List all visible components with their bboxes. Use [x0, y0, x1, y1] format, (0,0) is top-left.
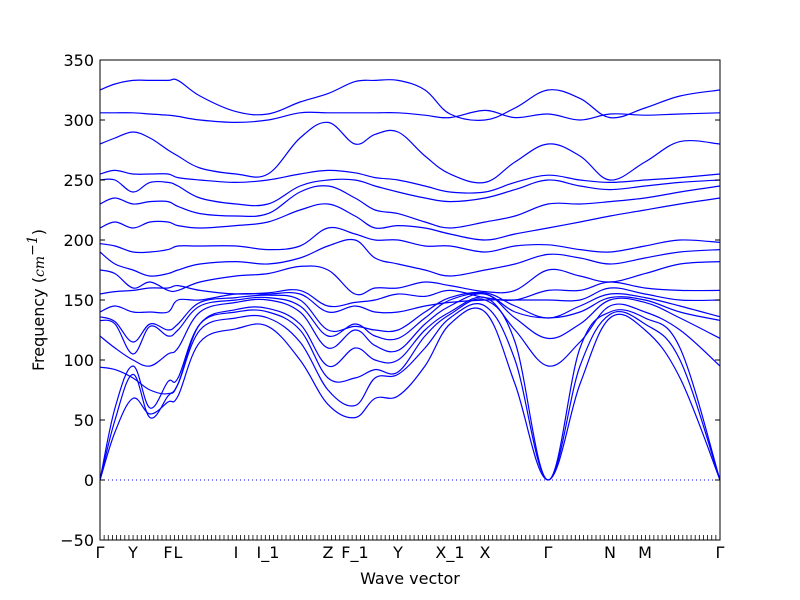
- x-tick-label: X: [480, 543, 491, 562]
- band-line-7: [100, 291, 720, 343]
- y-tick-label: 200: [63, 231, 94, 250]
- x-tick-label: I_1: [257, 543, 280, 563]
- y-tick-label: 150: [63, 291, 94, 310]
- band-line-3: [100, 298, 720, 481]
- y-tick-label: 250: [63, 171, 94, 190]
- band-line-14: [100, 185, 720, 229]
- x-tick-label: F: [163, 543, 172, 562]
- band-line-16: [100, 169, 720, 194]
- y-axis-unit: cm: [32, 256, 48, 277]
- y-axis-label-close: ): [29, 229, 48, 235]
- band-line-5: [100, 293, 720, 367]
- x-tick-label: F_1: [341, 543, 368, 563]
- y-tick-label: 0: [84, 471, 94, 490]
- band-line-4: [100, 296, 720, 395]
- x-tick-label: Γ: [544, 543, 553, 562]
- y-tick-label: 300: [63, 111, 94, 130]
- x-axis-ticks: Γ Y F L I I_1 Z F_1 Y X_1 X Γ N M Γ: [96, 535, 725, 563]
- band-line-18: [100, 109, 720, 124]
- band-line-19: [100, 78, 720, 121]
- x-tick-label: Γ: [716, 543, 725, 562]
- band-line-1: [100, 307, 720, 481]
- band-line-15: [100, 178, 720, 207]
- y-axis-label-text: Frequency (: [29, 277, 48, 371]
- band-line-9: [100, 281, 720, 308]
- band-line-12: [100, 226, 720, 254]
- x-tick-label: N: [604, 543, 616, 562]
- y-tick-label: 100: [63, 351, 94, 370]
- band-line-13: [100, 197, 720, 241]
- y-tick-label: 350: [63, 51, 94, 70]
- y-axis-unit-exponent: −1: [25, 235, 41, 256]
- band-lines: [100, 78, 720, 481]
- band-line-11: [100, 238, 720, 277]
- x-tick-label: X_1: [435, 543, 464, 563]
- y-axis-ticks: −50 0 50 100 150 200 250 300 350: [60, 51, 720, 550]
- band-line-6: [100, 292, 720, 355]
- y-axis-label: Frequency (cm−1): [25, 229, 48, 371]
- x-tick-label: Y: [392, 543, 403, 562]
- band-line-8: [100, 287, 720, 314]
- x-tick-label: Y: [127, 543, 138, 562]
- band-line-17: [100, 121, 720, 184]
- x-tick-label: M: [638, 543, 652, 562]
- y-tick-label: −50: [60, 531, 94, 550]
- band-line-10: [100, 261, 720, 296]
- x-tick-label: Γ: [96, 543, 105, 562]
- x-tick-label: Z: [323, 543, 334, 562]
- band-line-2: [100, 303, 720, 481]
- x-axis-label: Wave vector: [360, 569, 460, 588]
- x-tick-label: I: [234, 543, 239, 562]
- x-tick-label: L: [174, 543, 183, 562]
- y-tick-label: 50: [74, 411, 94, 430]
